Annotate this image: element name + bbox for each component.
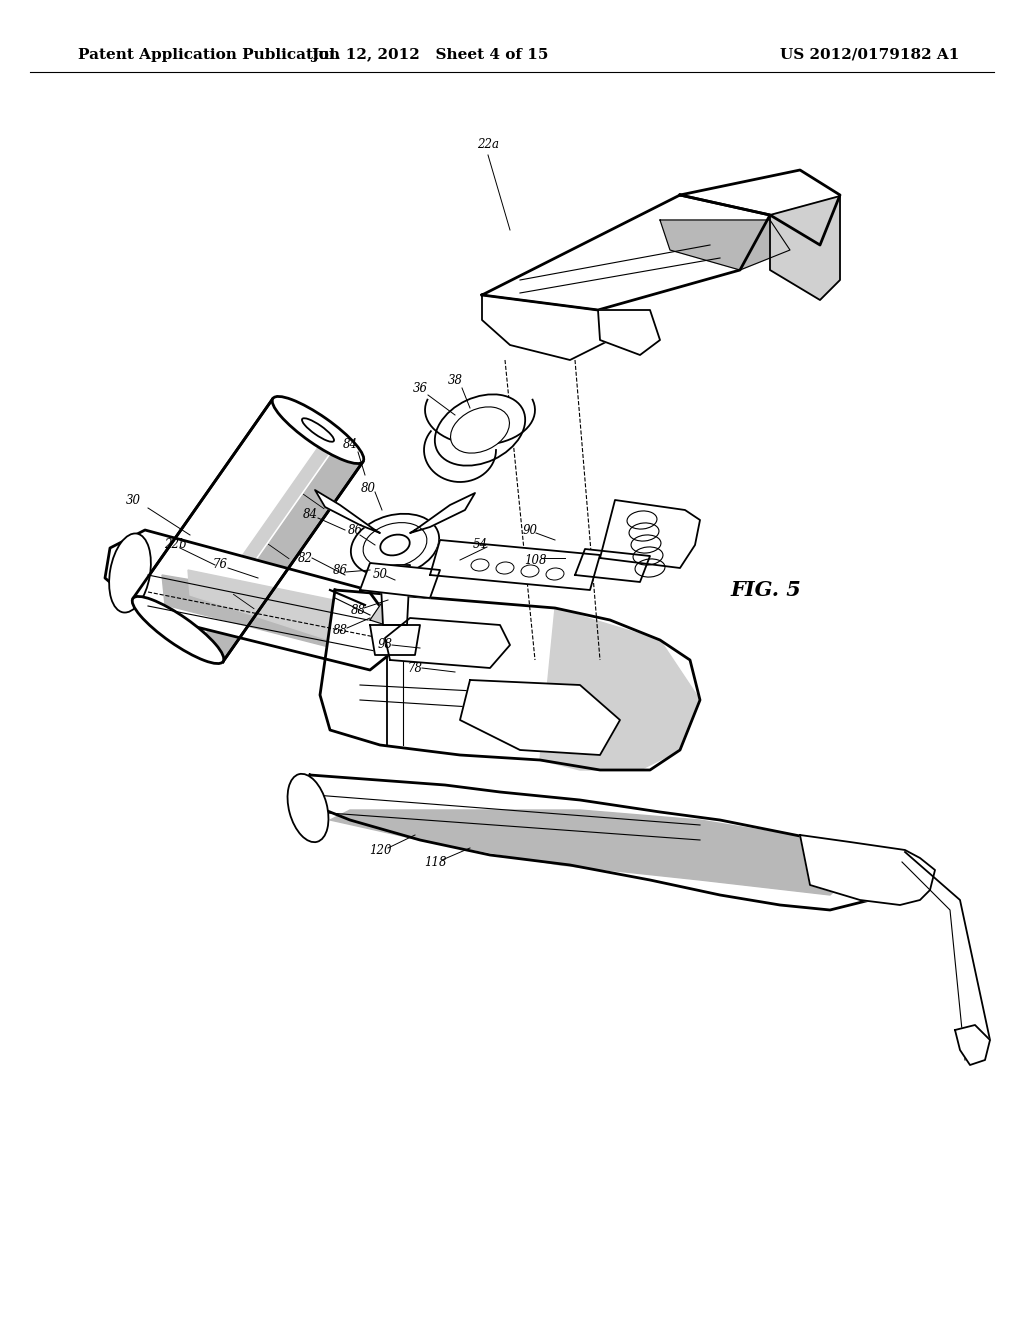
Polygon shape <box>660 220 790 271</box>
Text: 86: 86 <box>333 564 347 577</box>
Polygon shape <box>199 445 364 661</box>
Polygon shape <box>319 590 700 770</box>
Polygon shape <box>300 775 910 909</box>
Polygon shape <box>430 540 600 590</box>
Text: 80: 80 <box>360 482 376 495</box>
Polygon shape <box>188 570 358 645</box>
Polygon shape <box>598 310 660 355</box>
Polygon shape <box>575 549 650 582</box>
Text: 36: 36 <box>413 381 427 395</box>
Polygon shape <box>385 618 510 668</box>
Text: US 2012/0179182 A1: US 2012/0179182 A1 <box>780 48 959 62</box>
Ellipse shape <box>546 568 564 579</box>
Text: 84: 84 <box>342 438 357 451</box>
Text: 88: 88 <box>350 603 366 616</box>
Ellipse shape <box>288 774 329 842</box>
Text: 50: 50 <box>373 569 387 582</box>
Text: 54: 54 <box>472 539 487 552</box>
Text: 38: 38 <box>447 374 463 387</box>
Text: 76: 76 <box>213 558 227 572</box>
Polygon shape <box>370 624 420 655</box>
Polygon shape <box>315 490 380 533</box>
Text: 98: 98 <box>378 639 392 652</box>
Ellipse shape <box>471 558 489 572</box>
Ellipse shape <box>496 562 514 574</box>
Polygon shape <box>600 500 700 568</box>
Text: 86: 86 <box>347 524 362 536</box>
Text: 108: 108 <box>523 553 546 566</box>
Polygon shape <box>770 195 840 300</box>
Text: Patent Application Publication: Patent Application Publication <box>78 48 340 62</box>
Polygon shape <box>482 294 610 360</box>
Text: 84: 84 <box>302 508 317 521</box>
Polygon shape <box>540 609 700 770</box>
Polygon shape <box>162 576 375 655</box>
Polygon shape <box>380 565 410 624</box>
Text: FIG. 5: FIG. 5 <box>730 579 801 601</box>
Ellipse shape <box>302 418 334 442</box>
Ellipse shape <box>380 535 410 556</box>
Text: 90: 90 <box>522 524 538 536</box>
Polygon shape <box>955 1026 990 1065</box>
Polygon shape <box>410 492 475 533</box>
Text: 82: 82 <box>298 552 312 565</box>
Ellipse shape <box>272 396 364 463</box>
Text: 88: 88 <box>333 623 347 636</box>
Polygon shape <box>460 680 620 755</box>
Text: 30: 30 <box>126 494 140 507</box>
Polygon shape <box>360 564 440 598</box>
Ellipse shape <box>110 533 151 612</box>
Text: 120: 120 <box>369 843 391 857</box>
Ellipse shape <box>435 395 525 466</box>
Polygon shape <box>133 399 364 661</box>
Polygon shape <box>370 598 400 628</box>
Ellipse shape <box>364 523 427 568</box>
Text: Jul. 12, 2012   Sheet 4 of 15: Jul. 12, 2012 Sheet 4 of 15 <box>311 48 549 62</box>
Polygon shape <box>330 810 870 895</box>
Polygon shape <box>368 560 412 598</box>
Text: 118: 118 <box>424 855 446 869</box>
Polygon shape <box>105 531 395 671</box>
Polygon shape <box>800 836 935 906</box>
Text: 22a: 22a <box>477 139 499 152</box>
Polygon shape <box>482 195 770 310</box>
Text: 78: 78 <box>408 661 423 675</box>
Text: 22b: 22b <box>164 539 186 552</box>
Ellipse shape <box>521 565 539 577</box>
Polygon shape <box>186 436 336 643</box>
Polygon shape <box>680 170 840 246</box>
Ellipse shape <box>132 597 224 664</box>
Ellipse shape <box>451 407 510 453</box>
Ellipse shape <box>351 513 439 577</box>
